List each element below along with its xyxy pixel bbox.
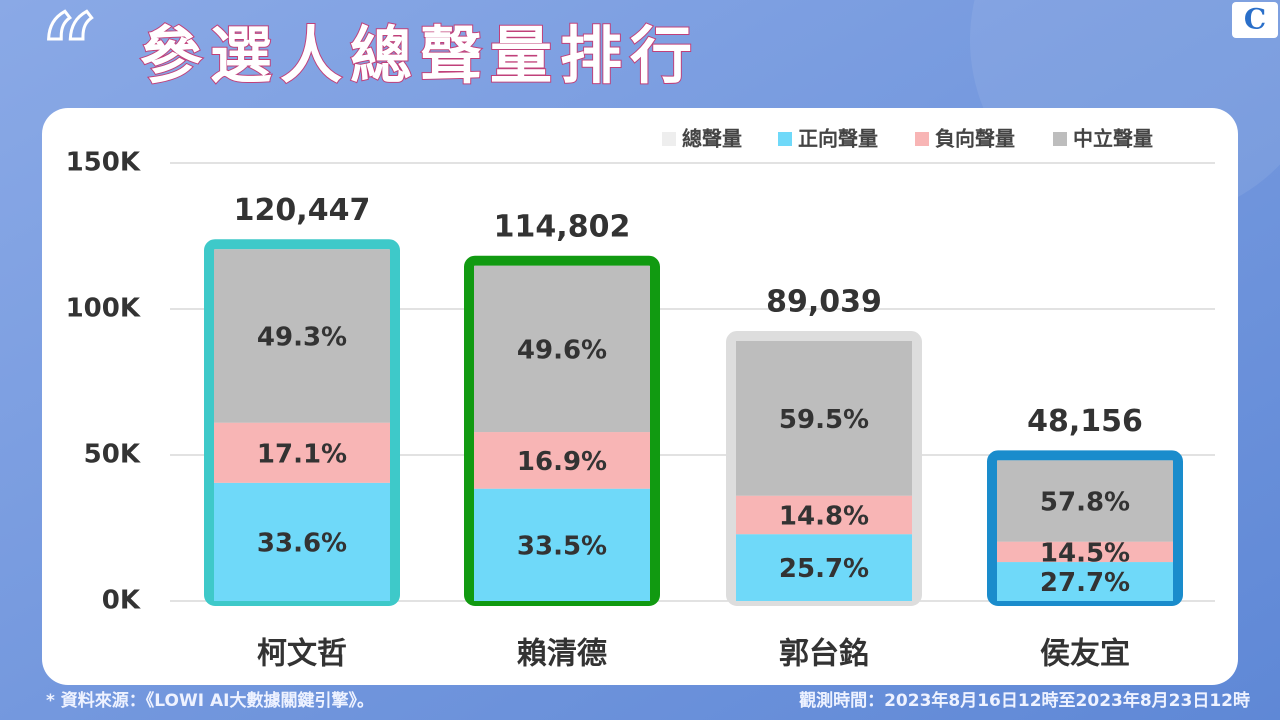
segment — [474, 265, 650, 433]
period: 觀測時間：2023年8月16日12時至2023年8月23日12時 — [799, 690, 1250, 711]
total-label: 120,447 — [234, 193, 371, 228]
segment-label: 57.8% — [1040, 488, 1130, 518]
segment-label: 33.5% — [517, 531, 607, 561]
segment-label: 49.6% — [517, 335, 607, 365]
legend-label: 中立聲量 — [1073, 127, 1153, 151]
quote-mark: “ — [42, 0, 97, 106]
segment-label: 49.3% — [257, 322, 347, 352]
total-label: 114,802 — [494, 209, 631, 244]
segment — [474, 488, 650, 601]
x-tick-label: 郭台銘 — [779, 637, 869, 672]
legend-swatch — [662, 132, 676, 146]
legend-swatch — [778, 132, 792, 146]
segment — [736, 534, 912, 601]
segment-label: 14.5% — [1040, 538, 1130, 568]
segment — [214, 482, 390, 601]
y-tick-label: 0K — [102, 586, 141, 616]
segment-label: 14.8% — [779, 501, 869, 531]
legend-label: 負向聲量 — [935, 127, 1015, 151]
legend-label: 正向聲量 — [798, 127, 878, 151]
chart-title: 參選人總聲量排行 — [140, 19, 700, 92]
y-tick-label: 50K — [84, 440, 141, 470]
segment — [997, 541, 1173, 563]
segment-label: 25.7% — [779, 554, 869, 584]
legend-swatch — [915, 132, 929, 146]
segment-label: 59.5% — [779, 405, 869, 435]
segment — [997, 562, 1173, 601]
logo — [1232, 2, 1278, 38]
segment — [214, 422, 390, 483]
segment-label: 16.9% — [517, 447, 607, 477]
total-label: 48,156 — [1027, 404, 1143, 439]
segment — [736, 341, 912, 496]
segment-label: 27.7% — [1040, 568, 1130, 598]
segment — [474, 432, 650, 489]
total-label: 89,039 — [766, 285, 882, 320]
x-tick-label: 侯友宜 — [1040, 637, 1130, 672]
segment — [214, 249, 390, 423]
legend-label: 總聲量 — [682, 127, 742, 151]
legend-swatch — [1053, 132, 1067, 146]
x-tick-label: 柯文哲 — [257, 637, 347, 672]
segment-label: 17.1% — [257, 439, 347, 469]
segment — [997, 460, 1173, 542]
logo-mark: C — [1244, 3, 1266, 36]
x-tick-label: 賴清德 — [517, 637, 607, 672]
segment-label: 33.6% — [257, 528, 347, 558]
y-tick-label: 150K — [66, 148, 141, 178]
segment — [736, 495, 912, 535]
source: * 資料來源：《LOWI AI大數據關鍵引擎》。 — [46, 690, 374, 711]
y-tick-label: 100K — [66, 294, 141, 324]
